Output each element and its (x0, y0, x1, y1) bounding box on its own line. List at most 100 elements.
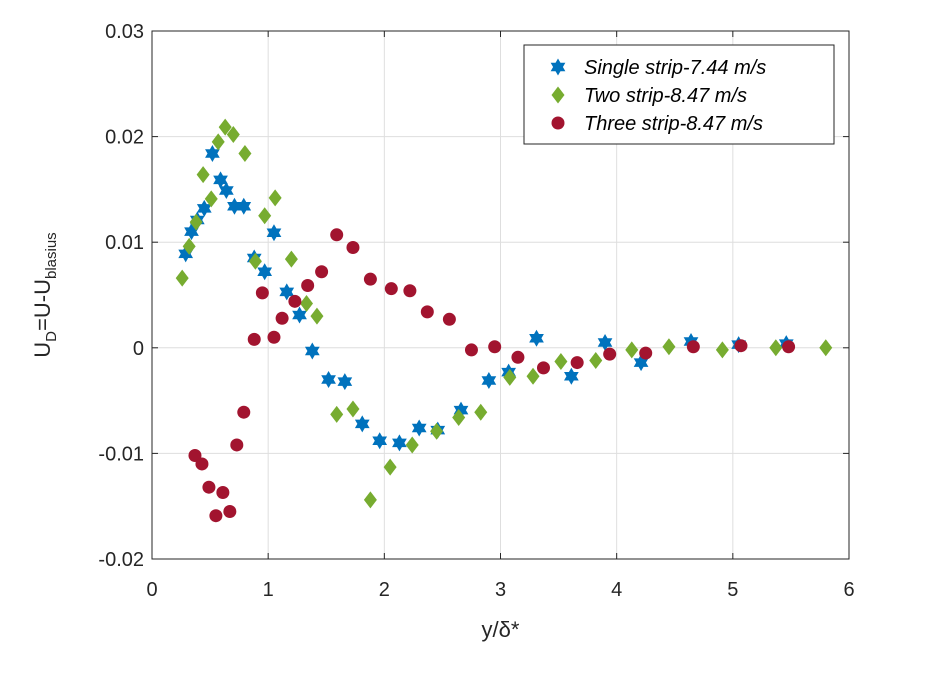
y-axis-label-main: U (30, 342, 55, 358)
legend-label: Two strip-8.47 m/s (584, 85, 747, 107)
data-point (354, 415, 370, 433)
data-point (420, 305, 434, 319)
data-point (536, 361, 550, 375)
data-point (230, 438, 244, 452)
data-point (238, 144, 252, 162)
data-point (330, 405, 344, 423)
data-point (383, 458, 397, 476)
data-point (337, 373, 353, 391)
data-point (226, 125, 240, 143)
data-point (633, 354, 649, 372)
data-point (189, 213, 203, 231)
data-point (503, 368, 517, 386)
x-tick-label: 0 (146, 579, 157, 601)
data-point (430, 422, 444, 440)
data-point (392, 434, 407, 452)
data-point (782, 340, 796, 354)
y-tick-label: 0.01 (105, 232, 144, 254)
data-point (205, 145, 220, 162)
x-tick-label: 2 (379, 579, 390, 601)
data-point (218, 118, 232, 136)
data-point (218, 181, 234, 199)
data-point (403, 284, 417, 298)
data-point (216, 485, 230, 499)
data-point (363, 272, 377, 286)
data-point (589, 351, 603, 369)
data-point (603, 347, 617, 361)
data-point (304, 342, 320, 360)
data-point (310, 307, 324, 325)
data-point (625, 341, 639, 359)
data-point (268, 189, 282, 207)
data-point (204, 190, 218, 208)
data-point (292, 306, 307, 324)
y-axis-label-middle: =U-U (30, 279, 55, 331)
series-3 (188, 228, 796, 523)
x-tick-label: 5 (727, 579, 738, 601)
data-point (734, 339, 748, 353)
data-point (247, 332, 261, 346)
series-2 (175, 118, 833, 509)
data-point (202, 480, 216, 494)
data-point (452, 408, 466, 426)
data-point (372, 432, 388, 450)
y-tick-label: 0 (133, 338, 144, 360)
data-point (769, 339, 783, 357)
data-point (275, 311, 289, 325)
data-point (321, 370, 336, 388)
legend-marker (550, 58, 566, 76)
data-point (715, 341, 729, 359)
data-point (363, 491, 377, 509)
data-point (384, 282, 398, 296)
data-point (554, 353, 568, 371)
data-point (195, 457, 209, 471)
data-points (175, 118, 833, 523)
data-point (570, 356, 584, 370)
data-point (346, 240, 360, 254)
data-point (405, 436, 419, 454)
x-tick-label: 6 (843, 579, 854, 601)
data-point (564, 367, 579, 385)
data-point (213, 171, 228, 189)
x-tick-label: 3 (495, 579, 506, 601)
data-point (237, 405, 251, 419)
y-axis-label: UD=U-Ublasius (30, 232, 60, 357)
data-point (209, 509, 223, 523)
data-point (474, 403, 488, 421)
data-point (236, 197, 252, 215)
data-point (279, 283, 295, 301)
data-point (182, 237, 196, 255)
data-point (196, 199, 212, 217)
data-point (175, 269, 189, 287)
data-point (529, 329, 544, 347)
data-point (315, 265, 329, 279)
data-point (662, 338, 676, 356)
y-axis-label-subscript-2: blasius (43, 232, 60, 279)
y-axis: -0.02 -0.01 0 0.01 0.02 0.03 (98, 21, 849, 571)
data-point (301, 278, 315, 292)
data-point (686, 340, 700, 354)
data-point (284, 250, 298, 268)
x-axis: 0 1 2 3 4 5 6 (146, 31, 855, 601)
data-point (211, 133, 225, 151)
legend-label: Three strip-8.47 m/s (584, 113, 763, 135)
data-point (196, 166, 210, 184)
y-tick-label: -0.02 (98, 549, 144, 571)
data-point (300, 294, 314, 312)
legend-marker (551, 116, 565, 130)
data-point (639, 346, 653, 360)
x-axis-label: y/δ* (482, 617, 520, 642)
legend-label: Single strip-7.44 m/s (584, 57, 766, 79)
y-tick-label: -0.01 (98, 443, 144, 465)
data-point (442, 312, 456, 326)
x-tick-label: 1 (263, 579, 274, 601)
data-point (255, 286, 269, 300)
data-point (526, 367, 540, 385)
y-axis-label-subscript-1: D (43, 331, 60, 342)
data-point (258, 207, 272, 225)
data-point (819, 339, 833, 357)
data-point (511, 350, 525, 364)
data-point (346, 400, 360, 418)
data-point (464, 343, 478, 357)
